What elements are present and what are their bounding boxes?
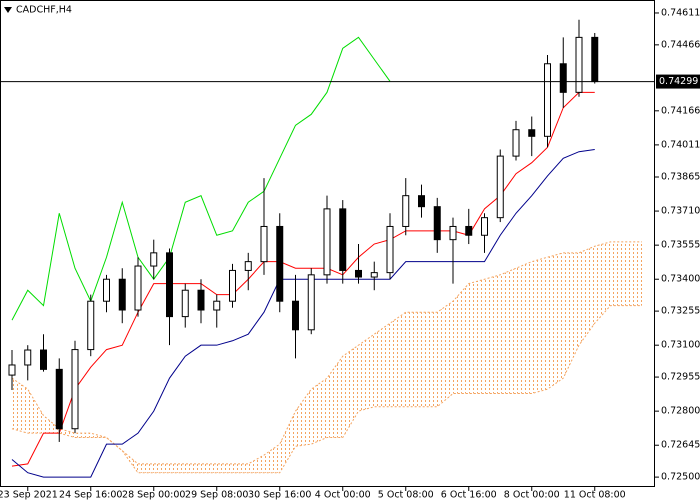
candle-body <box>166 252 173 318</box>
candle-body <box>260 225 268 263</box>
y-tick-label: 0.72500 <box>661 472 700 483</box>
candle-body <box>496 155 504 219</box>
x-tick-label: 23 Sep 2021 <box>0 490 58 500</box>
candle-body <box>323 208 331 276</box>
candle-body <box>24 349 32 366</box>
plot-frame <box>0 0 655 487</box>
x-tick-label: 30 Sep 16:00 <box>248 490 311 500</box>
y-tick-label: 0.73400 <box>661 274 700 285</box>
candle-body <box>591 36 599 83</box>
x-tick-label: 24 Sep 16:00 <box>59 490 122 500</box>
y-tick-label: 0.73710 <box>661 206 700 217</box>
y-tick-label: 0.74166 <box>661 105 700 116</box>
candle-body <box>118 278 126 311</box>
indicator-line <box>11 149 595 478</box>
candle-body <box>339 208 347 271</box>
y-tick-label: 0.73255 <box>661 306 700 317</box>
candle-body <box>544 63 551 137</box>
y-tick-label: 0.73865 <box>661 171 700 182</box>
y-tick-label: 0.74011 <box>661 139 700 150</box>
x-tick-label: 5 Oct 08:00 <box>378 490 434 500</box>
candle-body <box>465 225 473 236</box>
candle-body <box>292 300 299 331</box>
candle-body <box>528 129 536 137</box>
candle-body <box>181 289 189 318</box>
candle-body <box>575 36 583 93</box>
x-tick-label: 6 Oct 16:00 <box>441 490 497 500</box>
y-tick-label: 0.72800 <box>661 406 700 417</box>
candle-body <box>134 265 142 311</box>
candle-body <box>103 278 110 302</box>
candle-body <box>512 129 520 157</box>
y-tick-label: 0.73100 <box>661 340 700 351</box>
y-tick-label: 0.72955 <box>661 372 700 383</box>
y-tick-label: 0.72645 <box>661 440 700 451</box>
x-tick-label: 29 Sep 08:00 <box>185 490 248 500</box>
candle-body <box>213 300 221 311</box>
cloud-span <box>11 305 642 474</box>
chart-title: CADCHF,H4 <box>16 5 72 16</box>
current-price-label: 0.74299 <box>659 76 698 87</box>
y-tick-label: 0.74466 <box>661 39 700 50</box>
candle-body <box>276 225 284 302</box>
x-tick-label: 11 Oct 08:00 <box>564 490 626 500</box>
candle-body <box>229 269 236 302</box>
indicator-line <box>11 36 391 321</box>
candle-body <box>87 300 95 351</box>
current-price-box <box>656 74 700 89</box>
candle-body <box>40 349 47 370</box>
title-icon <box>4 7 12 13</box>
x-tick-label: 8 Oct 00:00 <box>504 490 560 500</box>
candle-body <box>481 217 488 236</box>
candle-body <box>559 63 567 93</box>
y-tick-label: 0.74611 <box>661 7 700 18</box>
candle-body <box>55 368 63 430</box>
x-tick-label: 28 Sep 00:00 <box>122 490 185 500</box>
candle-body <box>307 274 315 331</box>
candle-body <box>8 364 16 376</box>
candle-body <box>433 206 441 241</box>
candle-body <box>355 269 362 278</box>
candle-body <box>386 225 394 274</box>
plot-layer <box>0 12 659 491</box>
candle-body <box>197 289 205 311</box>
candle-body <box>244 261 252 271</box>
x-tick-label: 4 Oct 00:00 <box>315 490 371 500</box>
candle-body <box>402 195 410 227</box>
candle-body <box>449 225 457 241</box>
candle-body <box>71 349 79 430</box>
cloud-fill <box>12 241 642 473</box>
candle-body <box>370 272 378 278</box>
candle-body <box>418 195 425 208</box>
candle-body <box>150 252 158 267</box>
y-tick-label: 0.73555 <box>661 240 700 251</box>
